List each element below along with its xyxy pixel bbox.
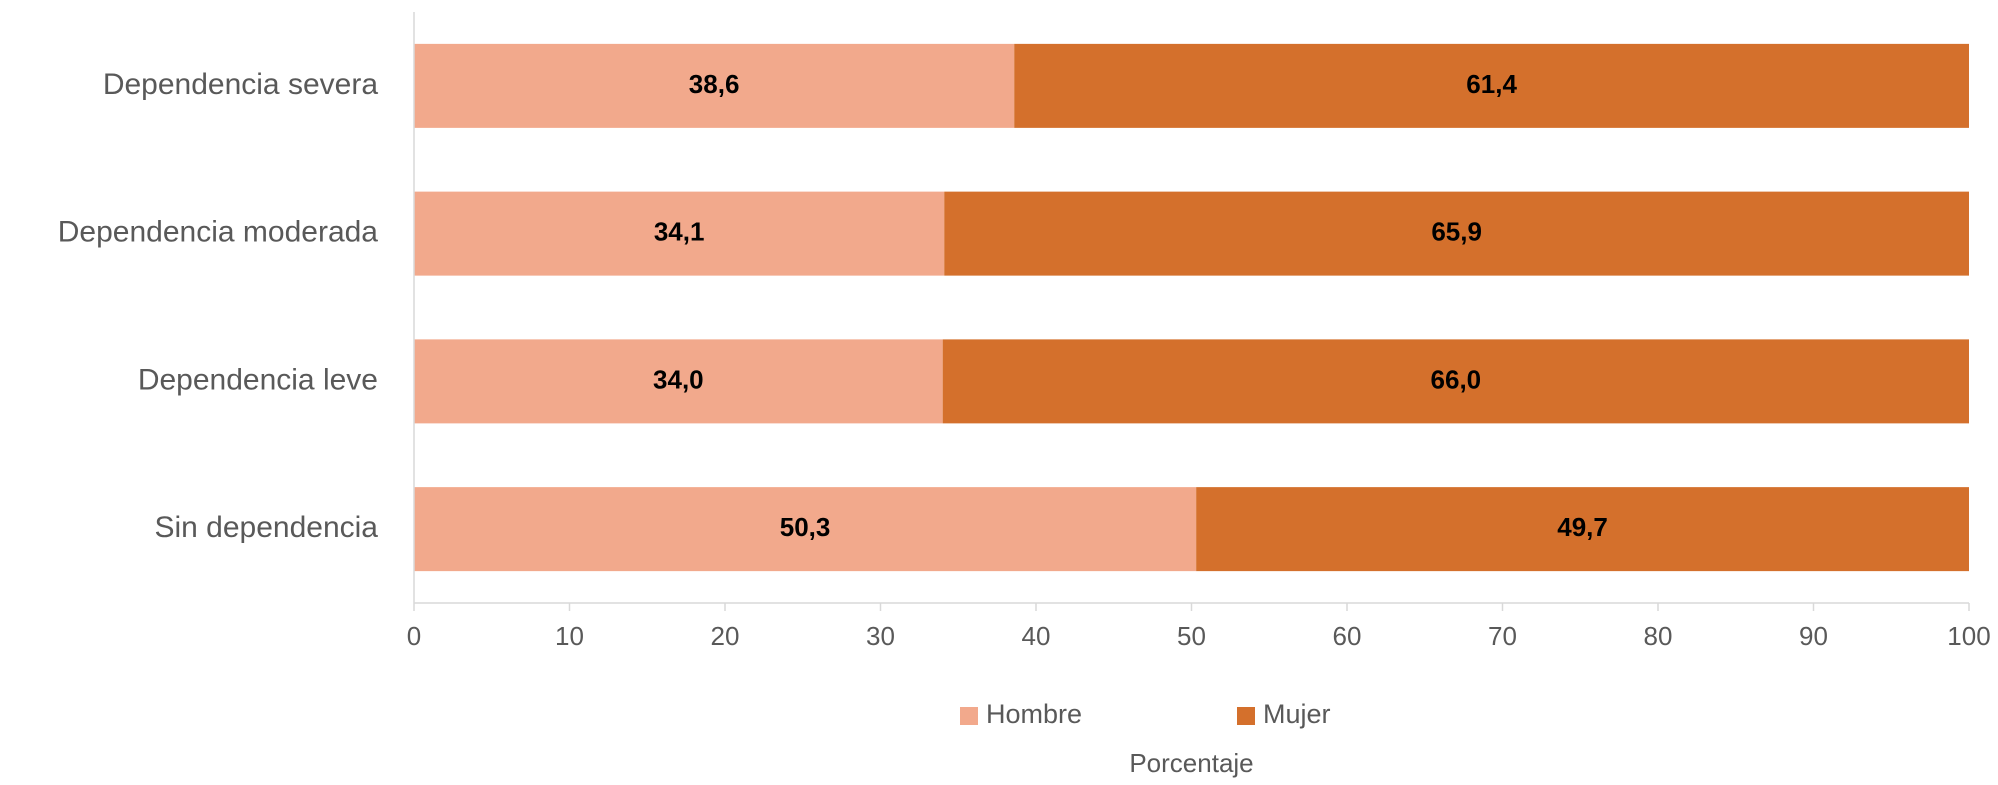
legend-label-mujer: Mujer	[1263, 699, 1331, 729]
bar-segment-mujer	[942, 339, 1970, 424]
category-label: Dependencia leve	[138, 363, 378, 396]
bar-segment-mujer	[944, 191, 1969, 276]
bar-segment-hombre	[414, 191, 945, 276]
bar-segment-hombre	[414, 339, 943, 424]
data-label: 34,1	[654, 217, 705, 247]
x-tick-label: 100	[1947, 621, 1990, 651]
x-tick-label: 30	[866, 621, 895, 651]
bar-segment-mujer	[1014, 43, 1969, 128]
bar-segment-mujer	[1196, 487, 1969, 572]
category-label: Dependencia severa	[103, 68, 379, 101]
x-tick-label: 60	[1333, 621, 1362, 651]
x-tick-label: 20	[711, 621, 740, 651]
x-tick-label: 0	[407, 621, 421, 651]
x-axis-ticks: 0 10 20 30 40 50 60 70 80 90 100	[407, 603, 1991, 651]
data-label: 34,0	[653, 364, 704, 394]
bars-group: 38,6 61,4 34,1 65,9 34,0 66,0 50,3 49,7	[414, 43, 1970, 572]
legend: Hombre Mujer	[960, 699, 1331, 729]
legend-swatch-hombre	[960, 707, 978, 725]
x-tick-label: 10	[555, 621, 584, 651]
x-axis-title: Porcentaje	[1129, 748, 1253, 778]
x-tick-label: 80	[1644, 621, 1673, 651]
x-tick-label: 90	[1799, 621, 1828, 651]
x-tick-label: 40	[1022, 621, 1051, 651]
bar-segment-hombre	[414, 487, 1197, 572]
legend-label-hombre: Hombre	[986, 699, 1082, 729]
data-label: 65,9	[1431, 217, 1482, 247]
x-tick-label: 70	[1488, 621, 1517, 651]
category-label: Dependencia moderada	[58, 216, 379, 249]
data-label: 49,7	[1557, 512, 1608, 542]
category-label: Sin dependencia	[154, 511, 378, 544]
data-label: 38,6	[689, 69, 740, 99]
legend-swatch-mujer	[1237, 707, 1255, 725]
data-label: 50,3	[780, 512, 831, 542]
data-label: 66,0	[1431, 364, 1482, 394]
category-labels: Dependencia severa Dependencia moderada De…	[58, 68, 379, 544]
bar-segment-hombre	[414, 43, 1015, 128]
x-tick-label: 50	[1177, 621, 1206, 651]
data-label: 61,4	[1466, 69, 1517, 99]
